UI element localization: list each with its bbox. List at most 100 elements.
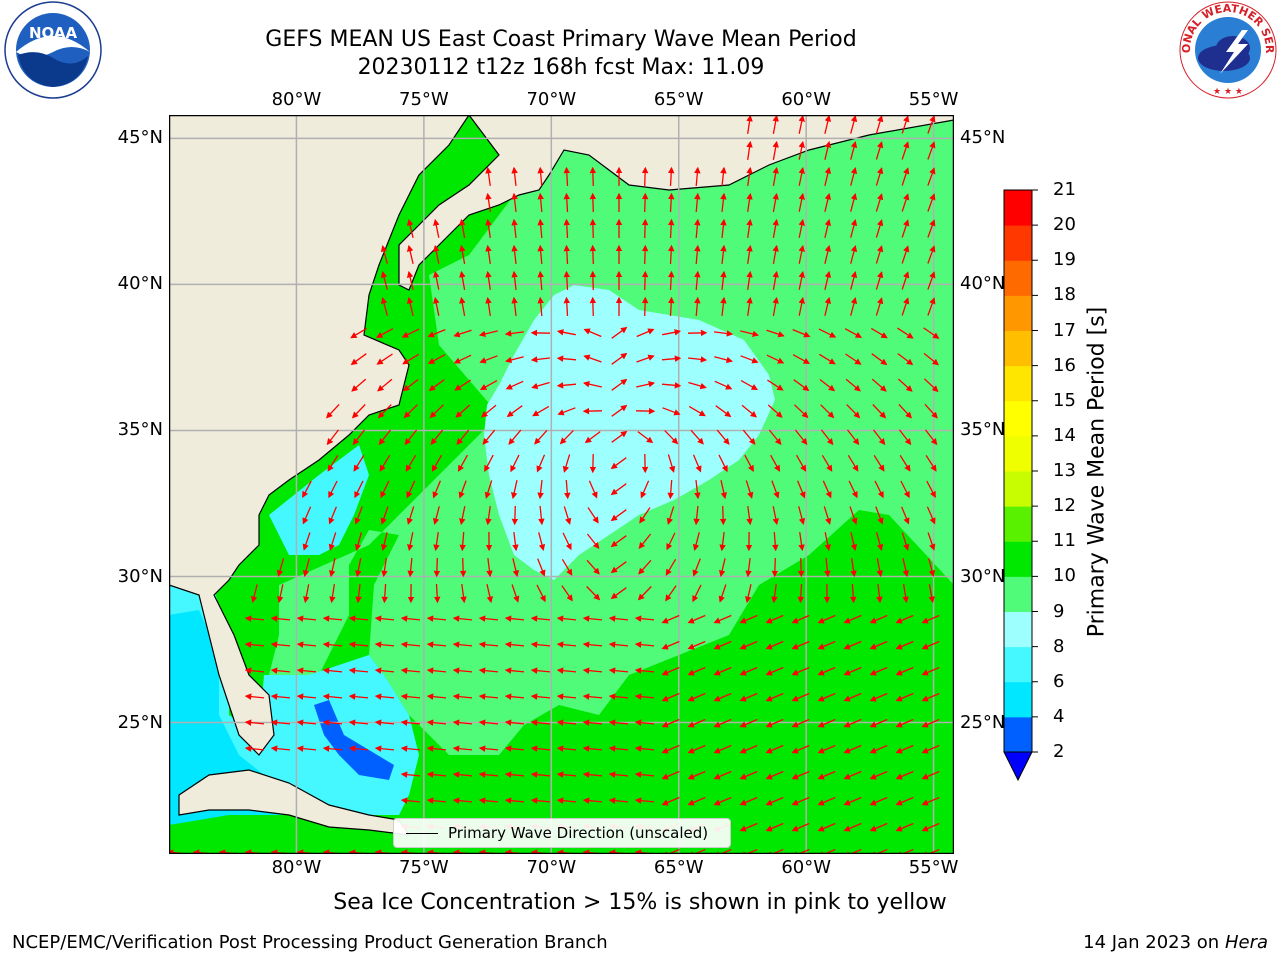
wave-direction-arrow bbox=[843, 614, 862, 624]
wave-direction-arrow bbox=[720, 270, 727, 290]
wave-direction-arrow bbox=[634, 693, 655, 700]
wave-direction-arrow bbox=[328, 480, 338, 499]
wave-direction-arrow bbox=[772, 192, 779, 213]
wave-direction-arrow bbox=[478, 641, 499, 648]
colorbar bbox=[1003, 189, 1038, 782]
wave-direction-arrow bbox=[556, 719, 577, 726]
wave-direction-arrow bbox=[504, 797, 525, 804]
wave-direction-arrow bbox=[405, 454, 417, 472]
wave-direction-arrow bbox=[348, 719, 369, 726]
wave-direction-arrow bbox=[582, 771, 603, 778]
wave-direction-arrow bbox=[510, 480, 518, 500]
wave-direction-arrow bbox=[746, 506, 753, 526]
wave-direction-arrow bbox=[662, 329, 682, 336]
wave-direction-arrow bbox=[694, 480, 701, 500]
wave-direction-arrow bbox=[485, 270, 492, 290]
wave-direction-arrow bbox=[404, 429, 418, 446]
latitude-tick-left: 45°N bbox=[117, 127, 163, 149]
wave-direction-arrow bbox=[589, 218, 597, 239]
longitude-tick-top: 55°W bbox=[908, 89, 959, 110]
wave-direction-arrow bbox=[459, 244, 466, 265]
wave-direction-arrow bbox=[485, 506, 492, 526]
wave-direction-arrow bbox=[608, 797, 629, 804]
wave-direction-arrow bbox=[426, 641, 447, 648]
wave-direction-arrow bbox=[639, 507, 651, 524]
wave-direction-arrow bbox=[563, 270, 571, 291]
wave-direction-arrow bbox=[876, 584, 883, 604]
wave-direction-arrow bbox=[771, 480, 780, 499]
wave-direction-arrow bbox=[459, 296, 466, 317]
wave-direction-arrow bbox=[692, 454, 702, 473]
wave-direction-arrow bbox=[478, 615, 499, 622]
colorbar-segment bbox=[1004, 330, 1032, 367]
wave-direction-arrow bbox=[512, 558, 520, 577]
colorbar-tick-label: 15 bbox=[1053, 389, 1076, 411]
wave-direction-arrow bbox=[562, 532, 572, 551]
wave-direction-arrow bbox=[739, 796, 758, 806]
wave-direction-arrow bbox=[924, 429, 938, 446]
wave-direction-arrow bbox=[556, 693, 577, 700]
wave-direction-arrow bbox=[511, 584, 520, 603]
wave-direction-arrow bbox=[400, 641, 421, 648]
wave-direction-arrow bbox=[302, 532, 311, 551]
wave-direction-arrow bbox=[406, 480, 416, 499]
wave-direction-arrow bbox=[478, 745, 499, 752]
latitude-tick-left: 25°N bbox=[117, 711, 163, 733]
wave-direction-arrow bbox=[824, 115, 832, 134]
wave-direction-arrow bbox=[843, 640, 862, 650]
wave-direction-arrow bbox=[850, 141, 858, 160]
wave-direction-arrow bbox=[376, 353, 393, 365]
wave-direction-arrow bbox=[608, 771, 629, 778]
wave-direction-arrow bbox=[720, 166, 727, 186]
wave-direction-arrow bbox=[458, 480, 467, 499]
wave-direction-arrow bbox=[720, 244, 727, 264]
wave-direction-arrow bbox=[326, 429, 340, 446]
wave-direction-arrow bbox=[511, 296, 518, 316]
wave-direction-arrow bbox=[850, 115, 858, 134]
longitude-tick-top: 60°W bbox=[781, 89, 832, 110]
wave-direction-arrow bbox=[638, 559, 652, 575]
wave-direction-arrow bbox=[530, 615, 551, 622]
wave-direction-arrow bbox=[556, 641, 577, 648]
wave-direction-arrow bbox=[556, 329, 576, 336]
wave-direction-arrow bbox=[746, 244, 753, 264]
wave-direction-arrow bbox=[563, 244, 571, 265]
wave-direction-arrow bbox=[765, 744, 784, 754]
wave-direction-arrow bbox=[692, 584, 702, 603]
wave-direction-arrow bbox=[563, 296, 571, 317]
land-new-england bbox=[398, 115, 954, 291]
colorbar-segment bbox=[1004, 365, 1032, 402]
wave-direction-arrow bbox=[486, 558, 493, 578]
wave-direction-arrow bbox=[714, 380, 733, 390]
colorbar-segment bbox=[1004, 716, 1032, 753]
wave-direction-arrow bbox=[875, 245, 884, 264]
wave-direction-arrow bbox=[452, 693, 473, 700]
wave-direction-arrow bbox=[817, 796, 836, 806]
wave-direction-arrow bbox=[452, 797, 473, 804]
wave-direction-arrow bbox=[610, 587, 627, 600]
wave-direction-arrow bbox=[713, 692, 732, 702]
wave-direction-arrow bbox=[556, 667, 577, 674]
wave-direction-arrow bbox=[637, 586, 652, 601]
wave-direction-arrow bbox=[713, 718, 732, 728]
wave-direction-arrow bbox=[353, 455, 365, 472]
wave-direction-arrow bbox=[843, 666, 862, 676]
wave-direction-arrow bbox=[898, 429, 912, 446]
wave-direction-arrow bbox=[791, 796, 810, 806]
wave-direction-arrow bbox=[556, 797, 577, 804]
wave-direction-arrow bbox=[694, 218, 701, 239]
wave-direction-arrow bbox=[478, 667, 499, 674]
wave-direction-arrow bbox=[563, 166, 571, 187]
wave-direction-arrow bbox=[928, 584, 935, 604]
wave-direction-arrow bbox=[921, 822, 940, 832]
wave-direction-arrow bbox=[849, 506, 858, 525]
wave-direction-arrow bbox=[381, 583, 388, 604]
wave-direction-arrow bbox=[739, 614, 758, 624]
wave-direction-arrow bbox=[459, 531, 466, 552]
colorbar-segment bbox=[1004, 225, 1032, 261]
wave-direction-arrow bbox=[512, 532, 519, 552]
wave-direction-arrow bbox=[694, 166, 701, 187]
wave-direction-arrow bbox=[875, 167, 884, 186]
wave-direction-arrow bbox=[354, 506, 363, 525]
wave-direction-arrow bbox=[797, 583, 805, 604]
